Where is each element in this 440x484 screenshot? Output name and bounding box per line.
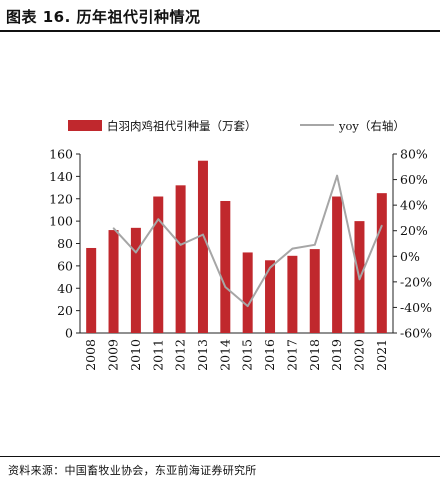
- y-left-tick-label: 100: [49, 214, 73, 229]
- bar-2009: [108, 230, 119, 333]
- bar-2018: [309, 249, 320, 333]
- y-left-tick-label: 120: [49, 191, 73, 206]
- yoy-point-2009: [112, 227, 115, 229]
- x-tick-label-2013: 2013: [195, 339, 210, 371]
- yoy-point-2015: [246, 305, 249, 307]
- x-tick-label-2020: 2020: [351, 339, 366, 371]
- yoy-point-2019: [336, 174, 338, 177]
- y-right-tick-label: 40%: [400, 198, 428, 213]
- yoy-point-2018: [313, 243, 316, 246]
- x-tick-label-2014: 2014: [217, 339, 232, 371]
- bar-2019: [332, 196, 343, 333]
- x-tick-label-2017: 2017: [284, 339, 299, 371]
- x-tick-label-2008: 2008: [83, 339, 98, 371]
- x-tick-label-2018: 2018: [307, 339, 322, 371]
- figure-title: 图表 16. 历年祖代引种情况: [6, 8, 201, 26]
- y-left-tick-label: 20: [57, 303, 73, 318]
- y-left-tick-label: 140: [49, 169, 73, 184]
- x-tick-label-2011: 2011: [150, 339, 165, 371]
- bar-2015: [242, 252, 253, 333]
- legend-label-line: yoy（右轴）: [338, 119, 405, 133]
- title-divider: [0, 30, 440, 32]
- y-left-tick-label: 60: [57, 258, 73, 273]
- bar-2016: [265, 260, 276, 333]
- x-tick-label-2019: 2019: [329, 339, 344, 371]
- yoy-point-2012: [179, 243, 182, 246]
- x-tick-label-2009: 2009: [106, 339, 121, 371]
- y-right-tick-label: 80%: [400, 147, 428, 162]
- x-tick-label-2010: 2010: [128, 339, 143, 371]
- bar-2014: [220, 200, 231, 333]
- y-left-tick-label: 80: [57, 236, 73, 251]
- y-right-tick-label: 20%: [400, 223, 428, 238]
- x-tick-label-2015: 2015: [240, 339, 255, 371]
- x-tick-label-2021: 2021: [374, 339, 389, 371]
- bar-2010: [130, 227, 141, 333]
- bar-2008: [86, 247, 97, 333]
- bar-2013: [197, 160, 208, 333]
- yoy-point-2011: [157, 218, 160, 221]
- bar-2011: [153, 196, 164, 333]
- x-tick-label-2016: 2016: [262, 339, 277, 371]
- yoy-point-2017: [291, 247, 294, 250]
- bar-2017: [287, 255, 298, 333]
- yoy-point-2016: [269, 266, 271, 269]
- chart-legend: 白羽肉鸡祖代引种量（万套） yoy（右轴）: [68, 119, 405, 133]
- y-left-tick-label: 40: [57, 281, 73, 296]
- yoy-series: [112, 174, 383, 308]
- y-right-tick-label: 60%: [400, 172, 428, 187]
- y-left-tick-label: 0: [65, 326, 73, 341]
- yoy-point-2020: [358, 278, 361, 281]
- y-right-tick-label: 0%: [400, 249, 420, 264]
- source-divider: [0, 456, 440, 457]
- y-right-tick-label: -60%: [400, 326, 432, 341]
- y-left-tick-label: 160: [49, 147, 73, 162]
- legend-swatch-bar: [68, 120, 102, 131]
- source-note: 资料来源：中国畜牧业协会，东亚前海证券研究所: [8, 464, 257, 477]
- y-right-tick-label: -40%: [400, 300, 432, 315]
- legend-label-bar: 白羽肉鸡祖代引种量（万套）: [107, 119, 257, 133]
- x-tick-label-2012: 2012: [173, 339, 188, 371]
- yoy-point-2014: [224, 286, 227, 288]
- y-right-tick-label: -20%: [400, 274, 432, 289]
- yoy-point-2013: [202, 233, 204, 236]
- x-tick-labels: 2008 2009 2010 2011 2012 2013 2014 2015 2016 2017…: [83, 339, 389, 371]
- yoy-point-2021: [381, 224, 383, 227]
- bar-2012: [175, 185, 186, 333]
- yoy-point-2010: [135, 251, 137, 254]
- bar-2021: [376, 193, 387, 333]
